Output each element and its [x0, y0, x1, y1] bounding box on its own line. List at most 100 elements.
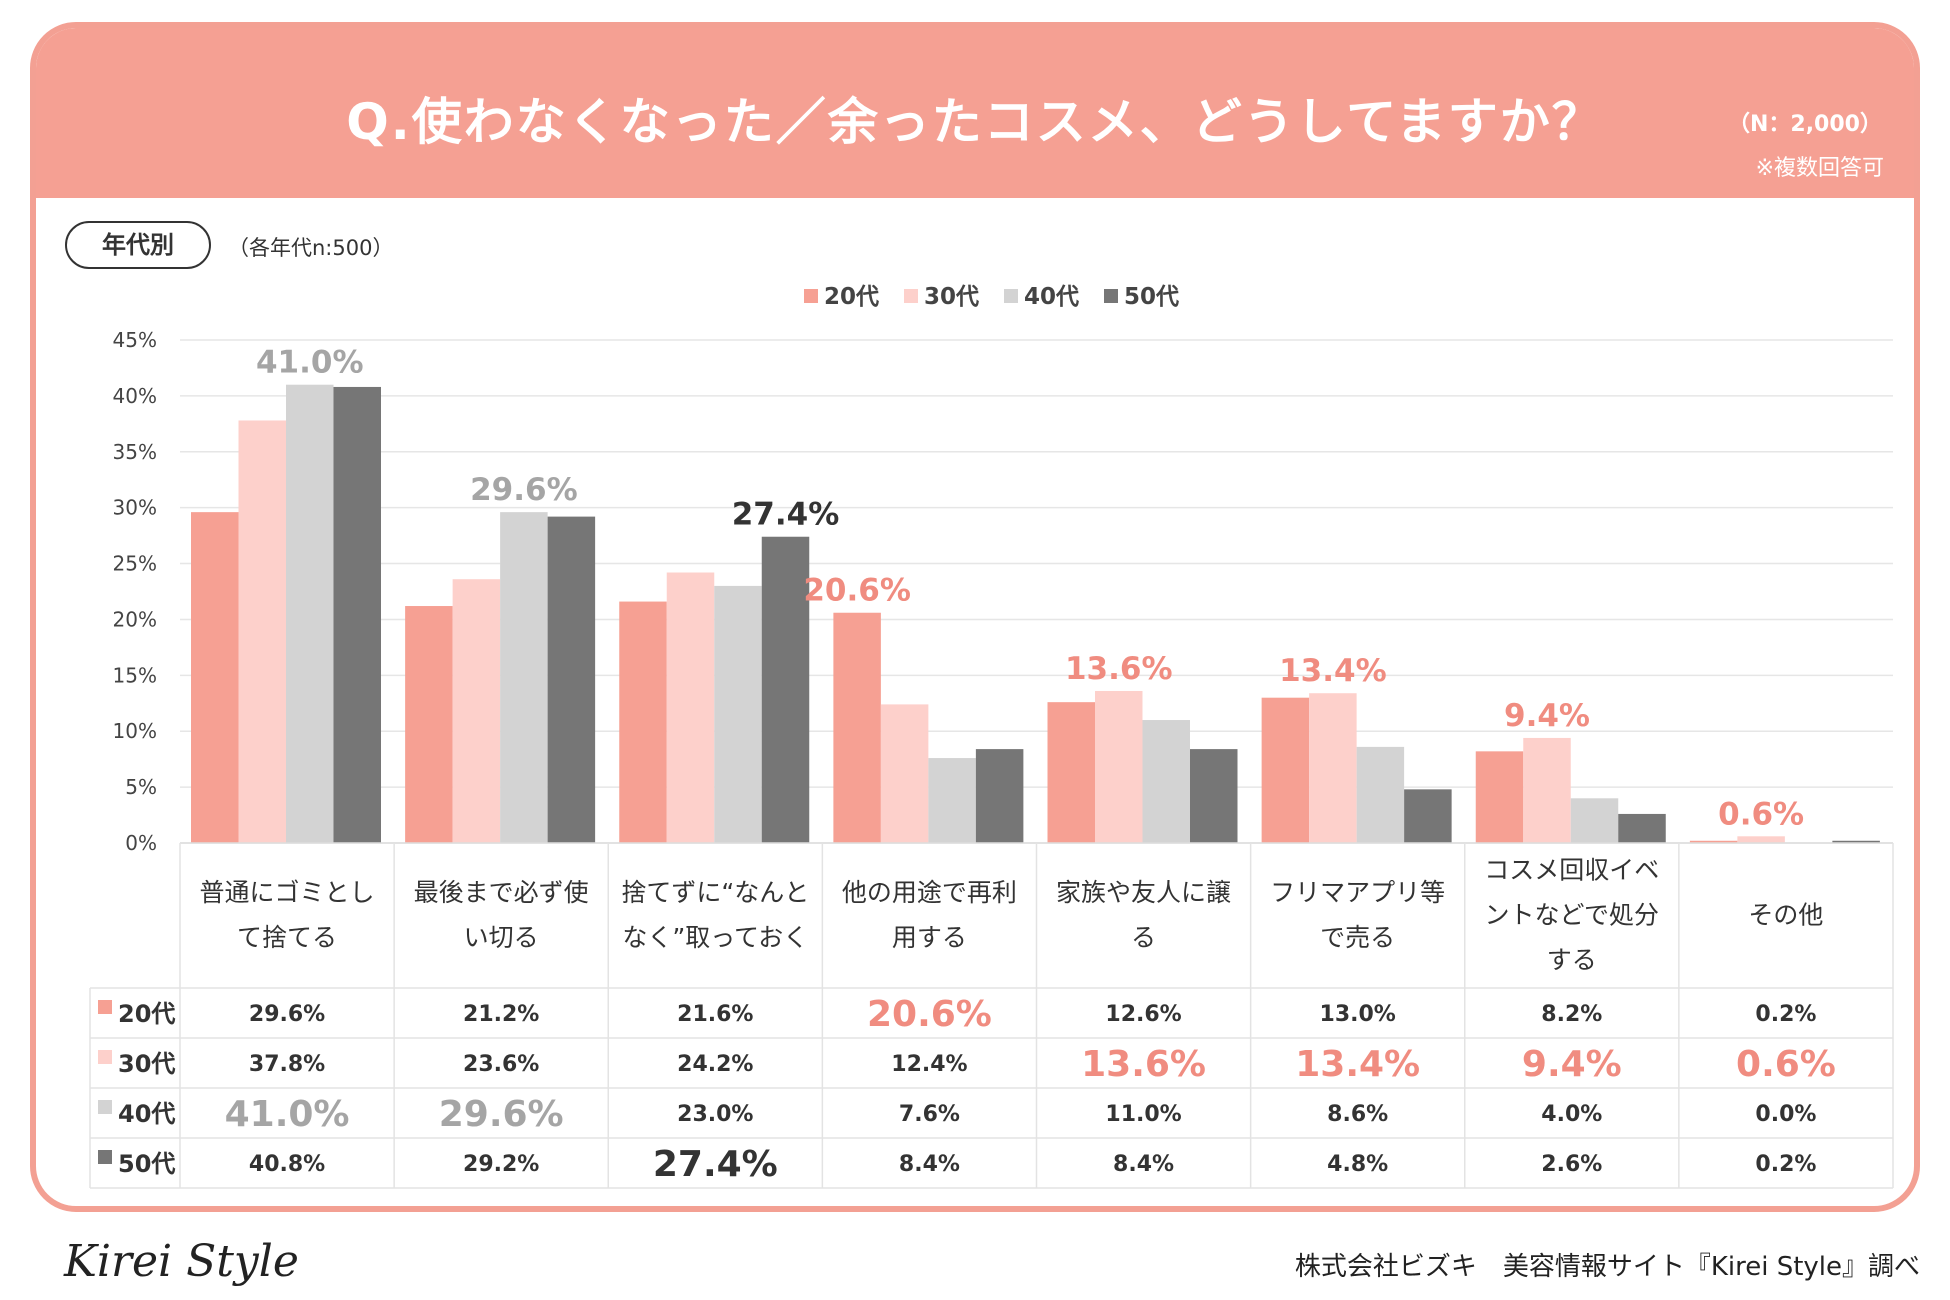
bar	[666, 572, 715, 843]
table-cell: 0.0%	[1755, 1102, 1816, 1127]
y-tick-label: 15%	[113, 663, 157, 687]
bar	[1737, 836, 1785, 843]
table-cell: 2.6%	[1541, 1152, 1602, 1177]
y-tick-label: 30%	[113, 496, 157, 520]
table-cell: 8.4%	[1113, 1152, 1174, 1177]
bar	[1404, 789, 1452, 843]
y-tick-label: 40%	[113, 384, 157, 408]
table-cell: 11.0%	[1105, 1102, 1181, 1127]
bar	[619, 601, 667, 843]
bar	[1261, 697, 1310, 843]
table-cell: 7.6%	[899, 1102, 960, 1127]
bar	[1142, 720, 1190, 843]
table-cell: 23.0%	[677, 1102, 753, 1127]
y-tick-label: 0%	[125, 831, 157, 855]
bar	[833, 612, 881, 843]
segment-badge-outline	[65, 221, 211, 269]
table-cell: 0.2%	[1755, 1152, 1816, 1177]
data-label: 27.4%	[732, 497, 840, 533]
bar	[238, 420, 286, 843]
segment-badge: 年代別	[102, 231, 174, 259]
table-cell: 4.8%	[1327, 1152, 1388, 1177]
y-tick-label: 45%	[113, 328, 157, 352]
row-swatch	[98, 1000, 112, 1014]
row-swatch	[98, 1050, 112, 1064]
category-label: なく”取っておく	[622, 923, 808, 952]
legend-label: 40代	[1024, 284, 1079, 310]
bar	[333, 386, 381, 843]
table-cell: 23.6%	[463, 1052, 539, 1077]
category-label: その他	[1748, 901, 1823, 930]
data-label: 9.4%	[1504, 698, 1590, 734]
legend-label: 30代	[924, 284, 979, 310]
bar	[1356, 746, 1405, 843]
legend-swatch	[1004, 289, 1018, 303]
bar	[1309, 693, 1357, 843]
category-label: コスメ回収イベ	[1484, 856, 1659, 885]
y-tick-label: 5%	[125, 775, 157, 799]
data-label: 13.6%	[1065, 651, 1173, 687]
bars	[180, 384, 1893, 844]
data-label: 29.6%	[470, 472, 578, 508]
table-cell: 27.4%	[653, 1144, 778, 1185]
y-tick-label: 10%	[113, 719, 157, 743]
source-credit: 株式会社ビズキ 美容情報サイト『Kirei Style』調べ	[1294, 1252, 1920, 1282]
bar	[547, 516, 596, 843]
table-cell: 13.0%	[1320, 1002, 1396, 1027]
legend-swatch	[804, 289, 818, 303]
category-label: ントなどで処分	[1485, 901, 1660, 930]
bar	[1475, 751, 1524, 843]
chart-title: Q.使わなくなった／余ったコスメ、どうしてますか？	[346, 93, 1604, 151]
category-label: る	[1131, 923, 1156, 952]
table-cell: 40.8%	[249, 1152, 325, 1177]
bar	[761, 536, 810, 843]
category-label: 用する	[892, 923, 967, 952]
bar	[1523, 737, 1571, 843]
bar	[1047, 702, 1095, 843]
table-cell: 37.8%	[249, 1052, 325, 1077]
bar	[714, 585, 762, 843]
row-header: 40代	[118, 1100, 175, 1128]
category-label: 普通にゴミとし	[200, 878, 375, 907]
row-swatch	[98, 1100, 112, 1114]
bar	[405, 606, 453, 843]
header-banner: Q.使わなくなった／余ったコスメ、どうしてますか？ （N：2,000） ※複数回…	[36, 28, 1914, 198]
brand-logo: Kirei Style	[64, 1236, 299, 1287]
table-cell: 12.6%	[1105, 1002, 1181, 1027]
bar	[286, 384, 334, 843]
bar	[1618, 813, 1666, 843]
category-label: て捨てる	[237, 923, 337, 952]
bar	[500, 512, 548, 843]
bar	[1689, 840, 1738, 843]
bar	[1570, 798, 1619, 843]
y-tick-label: 35%	[113, 440, 157, 464]
bar	[452, 579, 501, 843]
category-label: 捨てずに“なんと	[621, 878, 809, 907]
bar	[928, 758, 976, 843]
highlight-labels: 41.0% 29.6% 27.4% 20.6% 13.6% 13.4% 9.4% 0.6%	[256, 345, 1804, 833]
table-cell: 24.2%	[677, 1052, 753, 1077]
table-cell: 20.6%	[867, 994, 992, 1035]
y-tick-label: 25%	[113, 552, 157, 576]
sample-size-note: （N：2,000）	[1727, 112, 1882, 137]
table-cell: 8.4%	[899, 1152, 960, 1177]
data-label: 41.0%	[256, 345, 364, 381]
bar	[1095, 690, 1143, 843]
category-label: 最後まで必ず使	[414, 878, 589, 907]
table-cell: 29.6%	[439, 1094, 564, 1135]
bar	[1832, 840, 1880, 843]
table-cell: 21.6%	[677, 1002, 753, 1027]
row-header: 50代	[118, 1150, 175, 1178]
bar	[975, 749, 1024, 843]
category-label: で売る	[1320, 923, 1395, 952]
segment-note: （各年代n:500）	[228, 236, 393, 260]
table-cell: 13.4%	[1295, 1044, 1420, 1085]
row-header: 20代	[118, 1000, 175, 1028]
table-cell: 0.2%	[1755, 1002, 1816, 1027]
table-cell: 8.6%	[1327, 1102, 1388, 1127]
category-label: い切る	[464, 923, 539, 952]
bar	[191, 512, 239, 843]
data-label: 13.4%	[1279, 653, 1387, 689]
